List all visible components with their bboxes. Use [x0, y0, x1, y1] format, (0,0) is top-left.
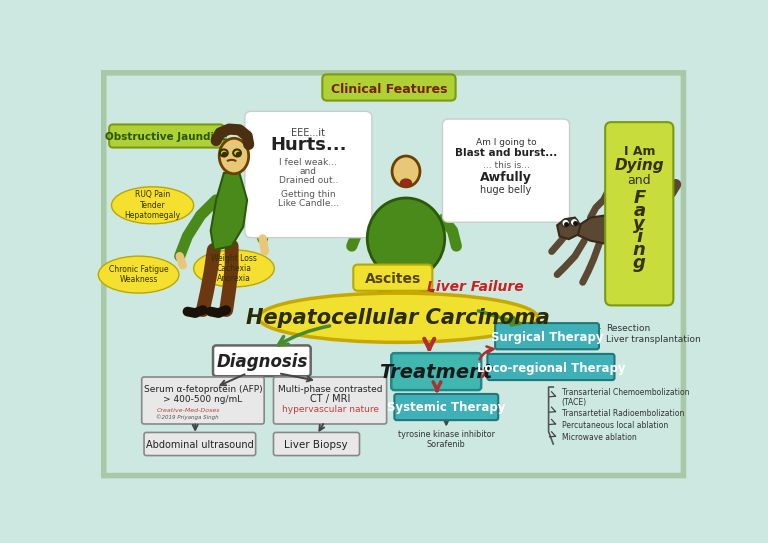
Ellipse shape — [233, 149, 241, 156]
Ellipse shape — [259, 293, 538, 342]
Text: Awfully: Awfully — [480, 171, 532, 184]
FancyBboxPatch shape — [391, 353, 482, 390]
Text: Liver Biopsy: Liver Biopsy — [284, 440, 348, 450]
Ellipse shape — [392, 156, 420, 187]
Text: Treatment: Treatment — [379, 363, 493, 382]
Text: > 400-500 ng/mL: > 400-500 ng/mL — [164, 395, 243, 404]
Polygon shape — [557, 218, 581, 239]
Text: Transartetial Radioembolization: Transartetial Radioembolization — [561, 409, 684, 418]
FancyBboxPatch shape — [605, 122, 674, 305]
FancyBboxPatch shape — [442, 119, 570, 222]
Circle shape — [561, 219, 570, 227]
Circle shape — [571, 218, 578, 226]
Text: Surgical Therapy: Surgical Therapy — [491, 331, 604, 344]
FancyBboxPatch shape — [323, 74, 455, 100]
Text: Percutaneous local ablation: Percutaneous local ablation — [561, 421, 668, 430]
FancyBboxPatch shape — [395, 394, 498, 420]
Text: I feel weak...: I feel weak... — [280, 157, 337, 167]
FancyBboxPatch shape — [245, 111, 372, 238]
Text: Blast and burst...: Blast and burst... — [455, 148, 557, 158]
Text: Getting thin: Getting thin — [281, 190, 336, 199]
Text: Diagnosis: Diagnosis — [216, 353, 307, 371]
Text: a: a — [633, 201, 645, 220]
Text: CT / MRI: CT / MRI — [310, 394, 350, 405]
Text: F: F — [633, 188, 645, 206]
Text: ... this is...: ... this is... — [482, 161, 529, 170]
Text: Abdominal ultrasound: Abdominal ultrasound — [146, 440, 253, 450]
Text: RUQ Pain
Tender
Hepatomegaly: RUQ Pain Tender Hepatomegaly — [124, 191, 180, 220]
Text: Loco-regional Therapy: Loco-regional Therapy — [477, 362, 625, 375]
FancyBboxPatch shape — [353, 264, 432, 291]
FancyBboxPatch shape — [109, 124, 224, 148]
FancyBboxPatch shape — [273, 377, 386, 424]
Text: Resection: Resection — [606, 324, 650, 333]
Polygon shape — [577, 216, 623, 244]
Text: Like Candle...: Like Candle... — [278, 199, 339, 209]
Text: Chronic Fatigue
Weakness: Chronic Fatigue Weakness — [109, 265, 168, 285]
Text: Transarterial Chemoembolization
(TACE): Transarterial Chemoembolization (TACE) — [561, 388, 689, 407]
Ellipse shape — [194, 250, 274, 287]
FancyBboxPatch shape — [104, 73, 684, 476]
Text: Clinical Features: Clinical Features — [331, 83, 447, 96]
Text: Am I going to: Am I going to — [475, 138, 536, 147]
Ellipse shape — [220, 149, 228, 156]
Text: i: i — [636, 228, 642, 246]
Ellipse shape — [111, 187, 194, 224]
Text: Serum α-fetoprotein (AFP): Serum α-fetoprotein (AFP) — [144, 385, 262, 394]
Text: Multi-phase contrasted: Multi-phase contrasted — [278, 385, 382, 394]
Text: g: g — [633, 254, 646, 272]
Text: y: y — [634, 215, 645, 233]
FancyBboxPatch shape — [142, 377, 264, 424]
Ellipse shape — [219, 138, 249, 174]
Text: Weight Loss
Cachexia
Anorexia: Weight Loss Cachexia Anorexia — [211, 254, 257, 283]
Text: EEE...it: EEE...it — [291, 128, 326, 138]
FancyBboxPatch shape — [213, 345, 311, 376]
FancyBboxPatch shape — [273, 432, 359, 456]
Ellipse shape — [401, 179, 412, 187]
Text: Creative-Med-Doses: Creative-Med-Doses — [157, 408, 220, 413]
Text: Liver Failure: Liver Failure — [428, 280, 524, 294]
FancyBboxPatch shape — [488, 354, 614, 380]
Polygon shape — [210, 173, 247, 250]
Text: Liver transplantation: Liver transplantation — [606, 335, 700, 344]
Text: ©2019 Priyanga Singh: ©2019 Priyanga Singh — [157, 414, 219, 420]
Text: Obstructive Jaundice: Obstructive Jaundice — [105, 132, 228, 142]
FancyBboxPatch shape — [144, 432, 256, 456]
Text: Microwave ablation: Microwave ablation — [561, 433, 637, 443]
Text: Drained out..: Drained out.. — [279, 176, 338, 185]
Text: Ascites: Ascites — [365, 272, 421, 286]
Ellipse shape — [98, 256, 179, 293]
Text: huge belly: huge belly — [480, 185, 531, 195]
Text: hypervascular nature: hypervascular nature — [282, 405, 379, 414]
Ellipse shape — [367, 198, 445, 279]
Text: I Am: I Am — [624, 145, 655, 158]
Text: and: and — [300, 167, 317, 176]
Text: and: and — [627, 174, 651, 187]
Text: n: n — [633, 241, 646, 259]
Text: Hepatocellular Carcinoma: Hepatocellular Carcinoma — [247, 308, 550, 328]
FancyBboxPatch shape — [495, 323, 599, 349]
Text: Dying: Dying — [614, 158, 664, 173]
Text: Systemic Therapy: Systemic Therapy — [387, 401, 505, 414]
Text: Hurts...: Hurts... — [270, 136, 346, 154]
Text: tyrosine kinase inhibitor
Sorafenib: tyrosine kinase inhibitor Sorafenib — [398, 430, 495, 449]
